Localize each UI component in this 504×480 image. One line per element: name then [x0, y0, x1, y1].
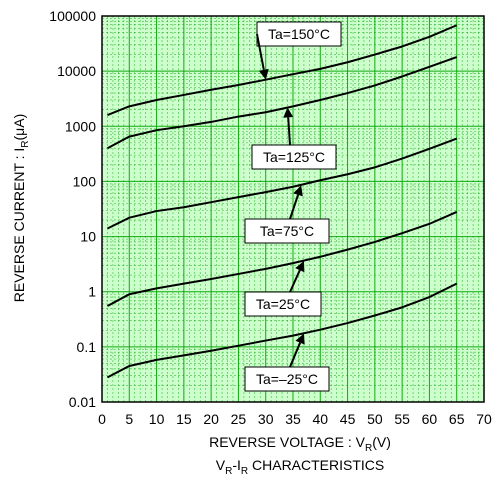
annotation-box — [244, 218, 330, 244]
annotation-arrow-line — [289, 342, 302, 368]
annotation-arrow-head — [293, 185, 303, 197]
frame-border — [101, 15, 485, 403]
y-tick-label: 0.01 — [69, 394, 96, 410]
annotation-box — [256, 21, 342, 47]
annotation-2: Ta=125°C — [251, 107, 337, 170]
annotation-box — [244, 366, 330, 392]
annotation-arrow-line — [256, 33, 265, 71]
annotation-label: Ta=–25°C — [256, 371, 318, 387]
annotation-arrow-line — [289, 269, 301, 293]
series-line-4 — [106, 210, 458, 307]
annotation-arrow-line — [287, 117, 291, 146]
annotation-label: Ta=150°C — [268, 26, 330, 42]
annotation-4: Ta=25°C — [244, 261, 322, 317]
annotation-label: Ta=125°C — [263, 149, 325, 165]
y-tick-label: 1000 — [65, 118, 96, 134]
annotation-label: Ta=25°C — [256, 296, 310, 312]
annotation-arrow-head — [258, 68, 269, 80]
annotation-arrow-head — [295, 333, 305, 345]
x-tick-label: 70 — [476, 411, 492, 427]
x-tick-label: 45 — [340, 411, 356, 427]
y-tick-label: 0.1 — [77, 339, 97, 355]
y-tick-label: 1 — [88, 284, 96, 300]
series-line-5 — [106, 282, 458, 379]
annotation-3: Ta=75°C — [244, 185, 330, 244]
x-tick-label: 0 — [98, 411, 106, 427]
y-tick-label: 100000 — [49, 8, 96, 24]
x-tick-label: 15 — [176, 411, 192, 427]
chart-caption: VR-IR CHARACTERISTICS — [216, 457, 385, 477]
series-line-1 — [107, 24, 458, 116]
y-axis-label: REVERSE CURRENT : IR(μA) — [11, 114, 31, 303]
x-tick-label: 20 — [203, 411, 219, 427]
series-line-3 — [107, 137, 458, 230]
x-tick-label: 5 — [125, 411, 133, 427]
plot-frame — [101, 15, 485, 403]
x-tick-label: 40 — [312, 411, 328, 427]
x-tick-label: 35 — [285, 411, 301, 427]
x-tick-label: 10 — [149, 411, 165, 427]
y-tick-label: 10 — [80, 229, 96, 245]
y-tick-label: 100 — [73, 173, 97, 189]
x-tick-label: 30 — [258, 411, 274, 427]
x-axis-label: REVERSE VOLTAGE : VR(V) — [209, 434, 391, 454]
annotation-box — [251, 144, 337, 170]
annotations: Ta=150°C Ta=125°C Ta=75°C Ta=25°C Ta=–25°C — [244, 21, 342, 392]
x-tick-label: 25 — [231, 411, 247, 427]
annotation-arrow-line — [289, 194, 299, 220]
annotation-5: Ta=–25°C — [244, 333, 330, 392]
annotation-1: Ta=150°C — [256, 21, 342, 80]
x-tick-label: 60 — [422, 411, 438, 427]
x-tick-label: 55 — [394, 411, 410, 427]
series-line-2 — [106, 56, 458, 150]
x-tick-label: 50 — [367, 411, 383, 427]
annotation-arrow-head — [283, 107, 294, 118]
x-tick-labels: 0 5 10 15 20 25 30 35 40 45 50 55 60 65 70 — [98, 411, 492, 427]
y-tick-label: 10000 — [57, 63, 96, 79]
x-tick-label: 65 — [449, 411, 465, 427]
curves — [106, 24, 458, 379]
annotation-label: Ta=75°C — [260, 223, 314, 239]
annotation-arrow-head — [295, 261, 305, 273]
y-tick-labels: 0.01 0.1 1 10 100 1000 10000 100000 — [49, 8, 96, 410]
annotation-box — [244, 291, 322, 317]
